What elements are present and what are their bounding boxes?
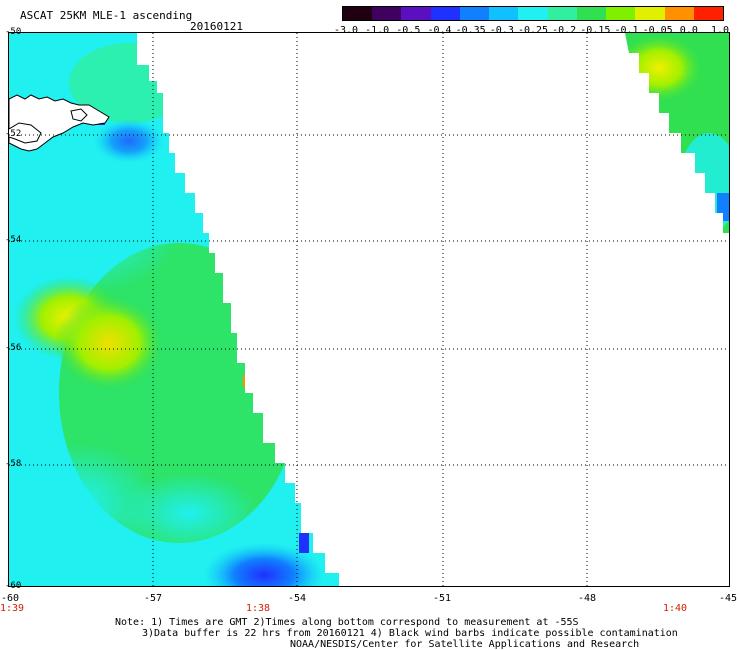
colorbar-swatch	[518, 7, 548, 20]
colorbar-swatch	[489, 7, 519, 20]
colorbar-tick-label: -0.25	[517, 25, 549, 36]
lon-label-45: -45	[718, 593, 738, 604]
lat-label-60: -60	[5, 581, 22, 591]
wind-map-plot	[8, 32, 730, 587]
colorbar-swatch	[547, 7, 577, 20]
colorbar-swatch	[343, 7, 373, 20]
colorbar-tick-label: -0.4	[427, 25, 452, 36]
colorbar-swatch	[635, 7, 665, 20]
falkland-islands-coastline	[9, 94, 110, 152]
colorbar-swatch	[372, 7, 402, 20]
colorbar-swatch	[693, 7, 724, 20]
lon-label-57: -57	[143, 593, 163, 604]
colorbar-tick-label: -0.5	[396, 25, 421, 36]
colorbar-swatch	[459, 7, 490, 20]
lat-label-56: -56	[5, 343, 22, 353]
colorbar-tick-label: 1.0	[710, 25, 730, 36]
colorbar-tick-label: -1.0	[365, 25, 390, 36]
colorbar-tick-label: 0.0	[679, 25, 698, 36]
colorbar	[342, 6, 724, 21]
time-label-2: 1:38	[245, 603, 271, 614]
colorbar-swatch	[664, 7, 694, 20]
lon-label-60: -60	[0, 593, 20, 604]
lon-label-48: -48	[577, 593, 597, 604]
lon-label-51: -51	[432, 593, 452, 604]
time-label-3: 1:40	[662, 603, 688, 614]
colorbar-tick-label: -0.2	[552, 25, 577, 36]
right-swath	[625, 33, 729, 233]
note-line-3: NOAA/NESDIS/Center for Satellite Applica…	[290, 639, 640, 650]
product-title: ASCAT 25KM MLE-1 ascending	[20, 9, 193, 22]
lat-label-52: -52	[5, 129, 22, 139]
colorbar-swatch	[430, 7, 460, 20]
colorbar-tick-label: -3.0	[333, 25, 359, 36]
colorbar-tick-label: -0.1	[614, 25, 639, 36]
wind-swath-layer	[9, 33, 729, 586]
date-label: 20160121	[190, 20, 243, 33]
time-label-1: 1:39	[0, 603, 25, 614]
colorbar-tick-label: -0.3	[489, 25, 514, 36]
colorbar-swatch	[576, 7, 607, 20]
lon-label-54: -54	[287, 593, 307, 604]
colorbar-swatch	[606, 7, 636, 20]
lat-label-50: -50	[5, 27, 22, 37]
colorbar-swatch	[401, 7, 431, 20]
colorbar-tick-label: -0.05	[642, 25, 673, 36]
lat-label-58: -58	[5, 459, 22, 469]
note-line-2: 3)Data buffer is 22 hrs from 20160121 4)…	[142, 628, 678, 639]
colorbar-tick-label: -0.35	[455, 25, 486, 36]
lat-label-54: -54	[5, 235, 22, 245]
graticule	[9, 33, 729, 586]
colorbar-tick-label: -0.15	[580, 25, 611, 36]
note-line-1: Note: 1) Times are GMT 2)Times along bot…	[115, 617, 579, 628]
